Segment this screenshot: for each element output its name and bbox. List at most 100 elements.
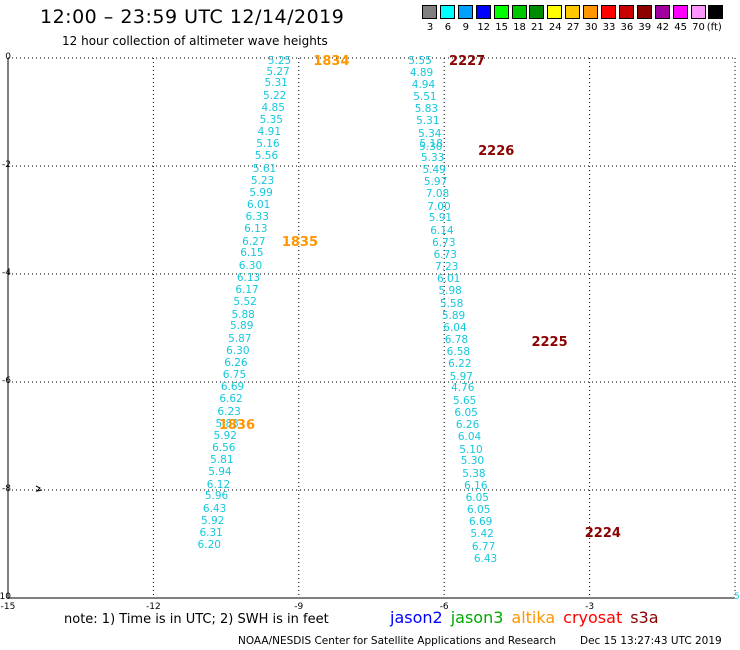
wave-height-value: 6.27	[242, 235, 266, 248]
wave-height-value: 5.97	[449, 370, 473, 383]
wave-height-value: 5.65	[452, 394, 477, 407]
wave-height-value: 6.22	[448, 358, 472, 371]
wave-height-value: 6.20	[197, 539, 221, 552]
wave-height-value: 6.69	[220, 381, 245, 394]
legend-swatch	[618, 5, 634, 19]
y-tick-label: -2	[2, 160, 11, 170]
wave-height-value: 6.16	[464, 479, 488, 492]
y-tick-label: 0	[5, 52, 11, 62]
wave-height-value: 5.30	[419, 141, 443, 154]
wave-height-value: 5.94	[208, 466, 232, 479]
wave-height-value: 5.23	[250, 174, 275, 187]
y-tick-label: -6	[2, 376, 11, 386]
legend-swatch	[708, 5, 724, 19]
wave-height-value: 5.33	[420, 151, 445, 164]
legend-unit-label: (ft)	[706, 22, 722, 33]
map-subtitle: 12 hour collection of altimeter wave hei…	[62, 34, 328, 48]
wave-height-value: 5.10	[459, 443, 483, 456]
wave-height-value: 6.05	[454, 406, 478, 419]
legend-swatch-label: 45	[674, 22, 687, 33]
legend-swatch-label: 24	[548, 22, 562, 33]
wave-height-value: 5.98	[438, 285, 462, 298]
generated-timestamp: Dec 15 13:27:43 UTC 2019	[580, 635, 722, 647]
wave-height-value: 6.04	[457, 431, 482, 444]
legend-swatch-label: 21	[531, 22, 544, 33]
wave-height-value: 5.89	[230, 320, 254, 333]
wave-height-value: 6.05	[465, 492, 489, 505]
wave-height-value: 6.13	[244, 223, 268, 236]
wave-height-value: 5.87	[228, 332, 252, 345]
wave-height-value: 7.00	[427, 200, 451, 213]
legend-swatch	[547, 5, 563, 19]
wave-height-value: 5.97	[423, 176, 448, 189]
wave-height-value: 5.81	[210, 454, 234, 467]
wave-height-value: 6.33	[245, 211, 269, 224]
wave-height-value: 6.77	[471, 540, 496, 553]
wave-height-value: 5.88	[231, 308, 255, 321]
legend-swatch	[422, 5, 437, 19]
legend-swatch	[439, 5, 455, 19]
wave-height-value: 6.75	[222, 368, 247, 381]
wave-height-value: 6.62	[219, 393, 243, 406]
legend-swatch	[475, 5, 491, 19]
wave-height-value: 5.61	[252, 162, 277, 175]
legend-swatch-label: 9	[462, 22, 469, 33]
wave-height-value: 5.83	[215, 417, 239, 430]
wave-height-value: 6.73	[433, 249, 457, 262]
wave-height-value: 5.34	[418, 127, 442, 140]
wave-height-value: 5.16	[256, 138, 280, 151]
legend-swatch	[511, 5, 527, 19]
y-tick-label: -4	[2, 268, 11, 278]
credit-line: NOAA/NESDIS Center for Satellite Applica…	[238, 635, 556, 647]
wave-height-value: 4.85	[261, 101, 285, 114]
wave-height-value: 4.91	[257, 125, 282, 138]
wave-height-value: 5.92	[213, 430, 237, 442]
pass-time-label: 1836	[218, 418, 256, 434]
wave-height-value: 5.25	[267, 54, 292, 67]
pass-time-label: 2227	[449, 53, 486, 69]
wave-height-value: 6.69	[468, 516, 493, 529]
wave-height-value: 6.31	[199, 527, 223, 540]
wave-height-value: 6.17	[235, 284, 259, 297]
wave-height-value: 5.27	[266, 65, 290, 78]
wave-height-value: 6.01	[436, 273, 461, 286]
wave-height-value: 5.99	[249, 187, 273, 199]
map-title: 12:00 – 23:59 UTC 12/14/2019	[40, 6, 345, 28]
wave-height-value: 6.56	[212, 441, 236, 454]
wave-height-value: 6.26	[224, 357, 248, 370]
wave-height-value: 6.05	[467, 503, 491, 516]
wave-height-value: 5.42	[470, 528, 494, 541]
wave-height-value: 4.94	[411, 79, 436, 91]
wave-height-value: 5.49	[422, 163, 446, 176]
satellite-name: jason3	[450, 608, 504, 627]
x-tick-label: -12	[146, 602, 161, 612]
legend-swatch-label: 39	[638, 22, 652, 33]
wave-height-value: 7.23	[435, 260, 459, 273]
wave-height-value: 5.96	[204, 490, 229, 503]
pass-time-label: 1834	[313, 53, 350, 69]
satellite-name: altika	[511, 608, 556, 627]
wave-height-value: 5.31	[416, 115, 440, 128]
corner-label: 5	[734, 592, 740, 602]
satellite-name: s3a	[630, 608, 659, 627]
x-tick-label: -3	[585, 602, 595, 612]
y-tick-label: -10	[0, 592, 11, 602]
legend-swatch	[457, 5, 473, 19]
wave-height-value: 5.51	[413, 90, 437, 103]
wave-height-value: 6.43	[473, 552, 498, 565]
wave-height-value: 6.01	[246, 198, 271, 211]
wave-height-value: 6.23	[217, 405, 241, 418]
legend-swatch-label: 27	[566, 22, 580, 33]
wave-height-value: 5.58	[439, 297, 464, 310]
wave-height-value: 5.52	[233, 296, 257, 309]
legend-swatch-label: 30	[584, 22, 598, 33]
legend-swatch	[654, 5, 670, 19]
legend-swatch	[583, 5, 599, 19]
legend-swatch-label: 18	[513, 22, 526, 33]
wave-height-value: 6.78	[444, 333, 469, 346]
wave-height-value: 5.18	[419, 138, 443, 151]
legend-swatch-label: 3	[426, 22, 434, 33]
legend-swatch-label: 6	[444, 22, 452, 33]
